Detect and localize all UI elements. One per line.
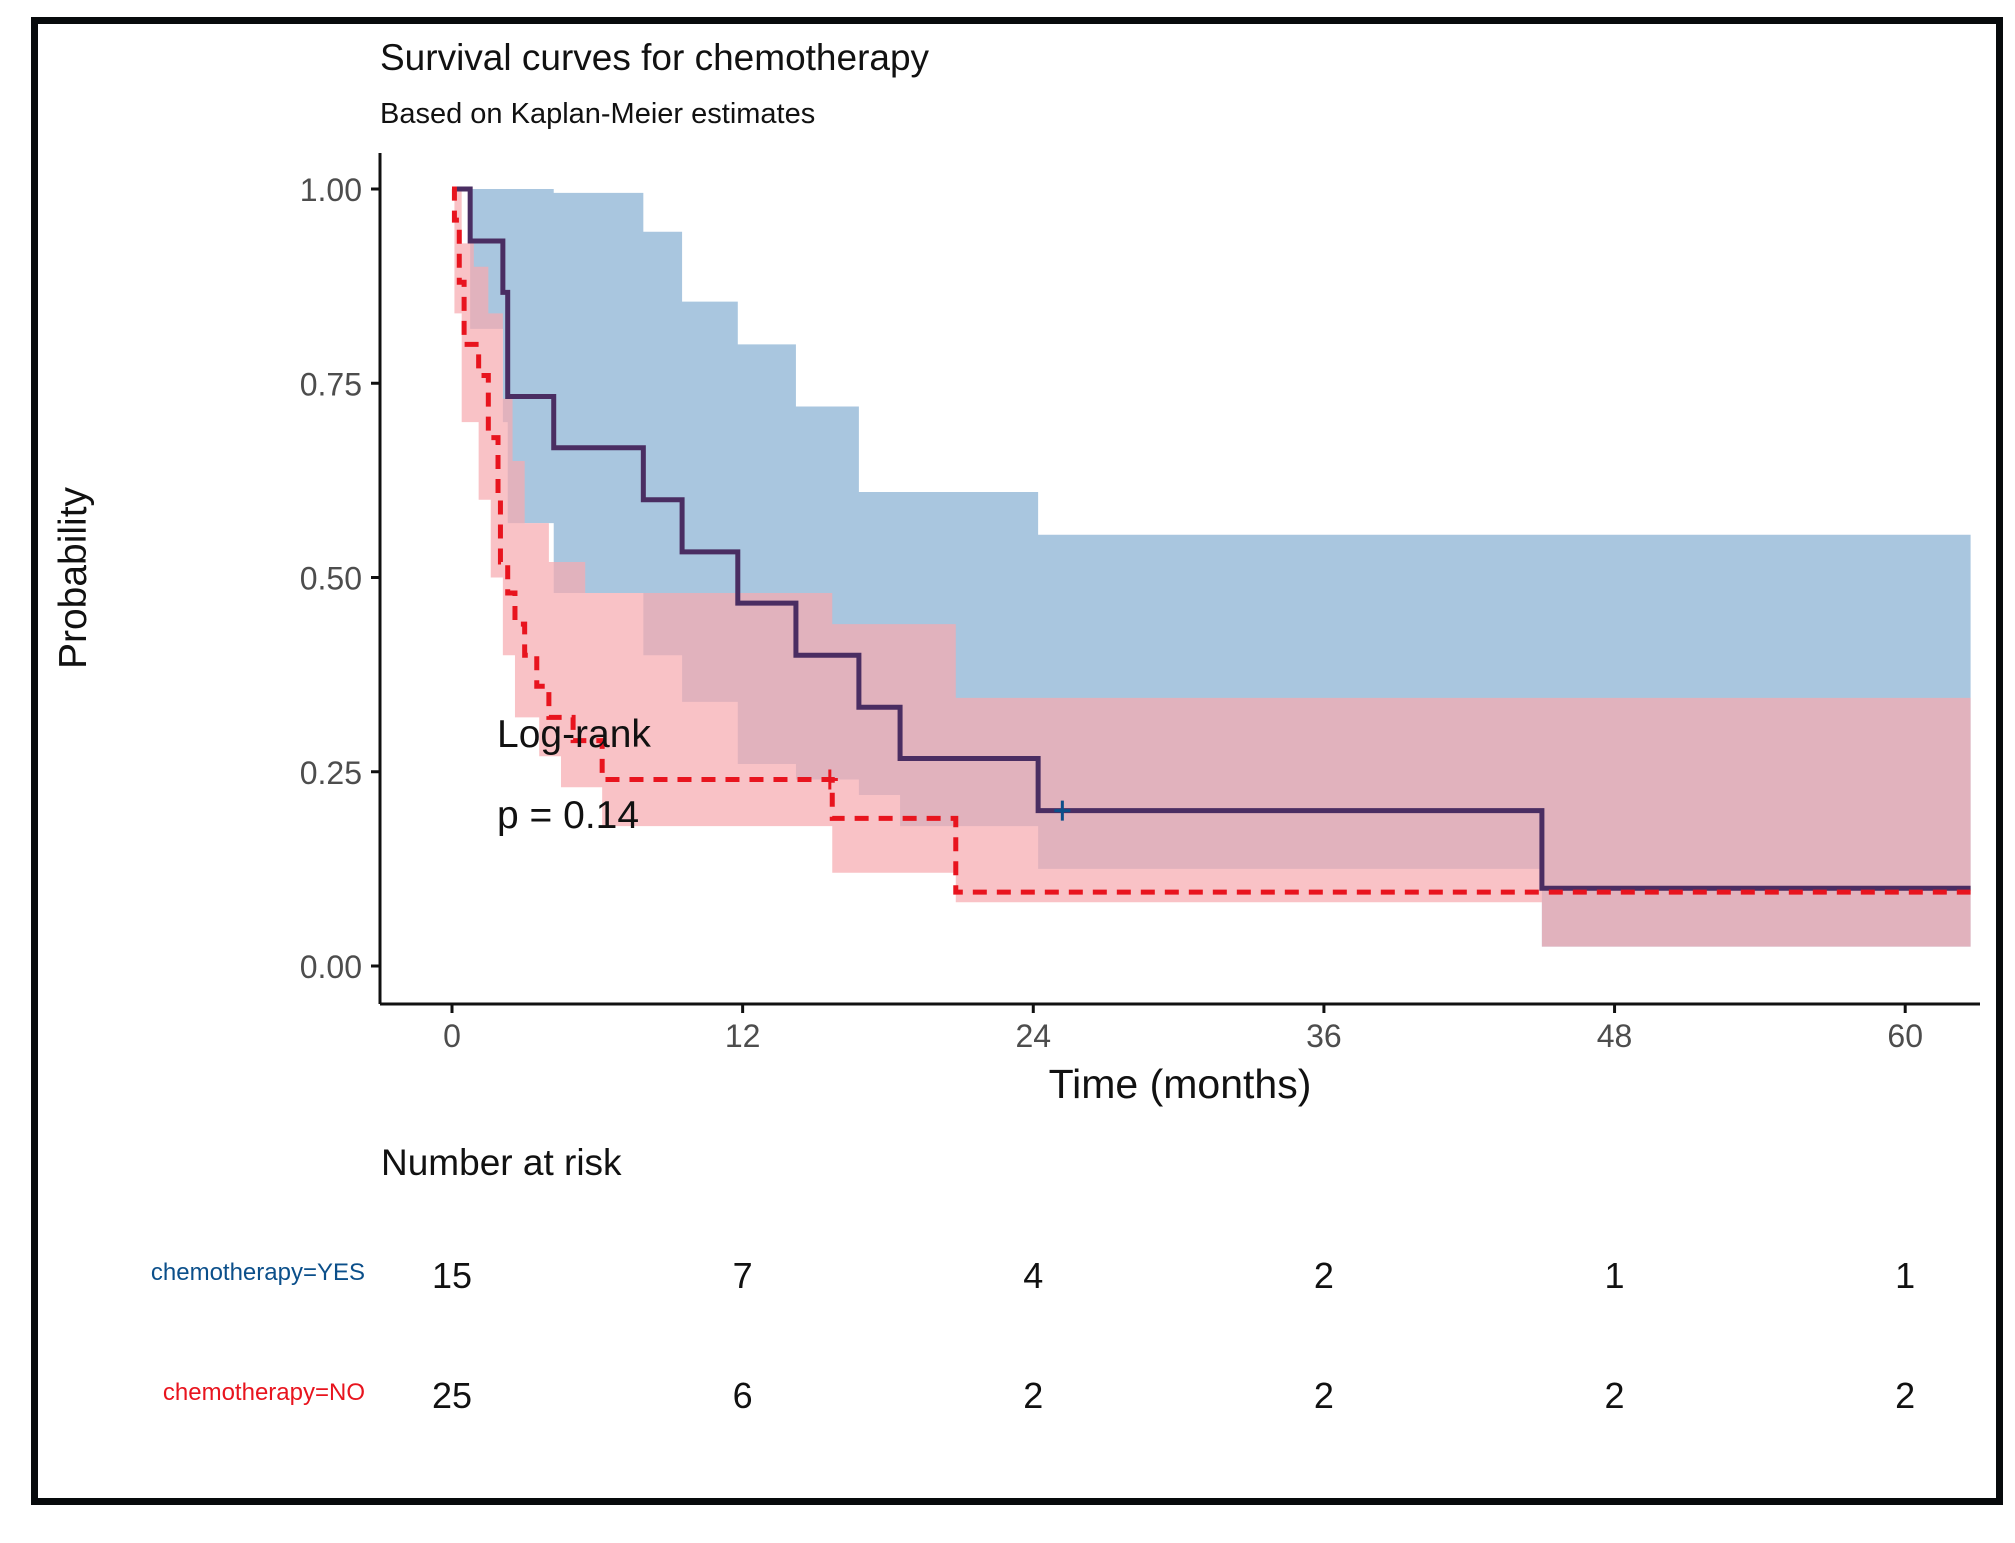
survival-lines [451,186,1971,895]
chart-subtitle: Based on Kaplan-Meier estimates [380,98,815,130]
risk-value: 1 [1895,1255,1915,1296]
y-tick-label: 0.75 [300,366,362,402]
risk-row-label: chemotherapy=NO [163,1379,365,1406]
x-tick-label: 12 [725,1018,761,1054]
risk-value: 6 [733,1375,753,1416]
x-tick-label: 48 [1597,1018,1633,1054]
risk-value: 7 [733,1255,753,1296]
figure-border [31,17,2003,1505]
x-tick-label: 60 [1887,1018,1923,1054]
risk-value: 15 [432,1255,472,1296]
axes: 0.00 0.25 0.50 0.75 1.00 0 12 24 36 48 60 [300,153,1980,1054]
risk-table-title: Number at risk [381,1142,622,1183]
x-tick-label: 36 [1306,1018,1342,1054]
risk-value: 1 [1605,1255,1625,1296]
x-tick-label: 0 [443,1018,461,1054]
x-tick-label: 24 [1015,1018,1051,1054]
y-axis-title: Probability [52,486,95,669]
risk-value: 2 [1314,1375,1334,1416]
censor-mark [821,769,838,790]
y-tick-label: 0.50 [300,561,362,597]
survival-curve-yes [452,186,1971,891]
y-tick-label: 1.00 [300,172,362,208]
risk-value: 2 [1023,1375,1043,1416]
chart-title: Survival curves for chemotherapy [380,37,930,78]
risk-value: 25 [432,1375,472,1416]
censor-mark [1054,800,1071,821]
logrank-label: Log-rank [497,713,651,756]
censor-marks [821,769,1071,821]
pvalue-label: p = 0.14 [497,794,639,837]
y-tick-label: 0.25 [300,755,362,791]
risk-value: 4 [1023,1255,1043,1296]
y-tick-label: 0.00 [300,949,362,985]
survival-curve-no [451,186,1971,895]
risk-value: 2 [1314,1255,1334,1296]
ci-band-no [452,189,1971,947]
risk-value: 2 [1895,1375,1915,1416]
risk-row-label: chemotherapy=YES [151,1259,365,1286]
risk-table: chemotherapy=YES 15 7 4 2 1 1 chemotherapy=NO 25… [151,1255,1915,1416]
confidence-bands [452,189,1971,947]
x-axis-title: Time (months) [1049,1061,1312,1107]
risk-value: 2 [1605,1375,1625,1416]
